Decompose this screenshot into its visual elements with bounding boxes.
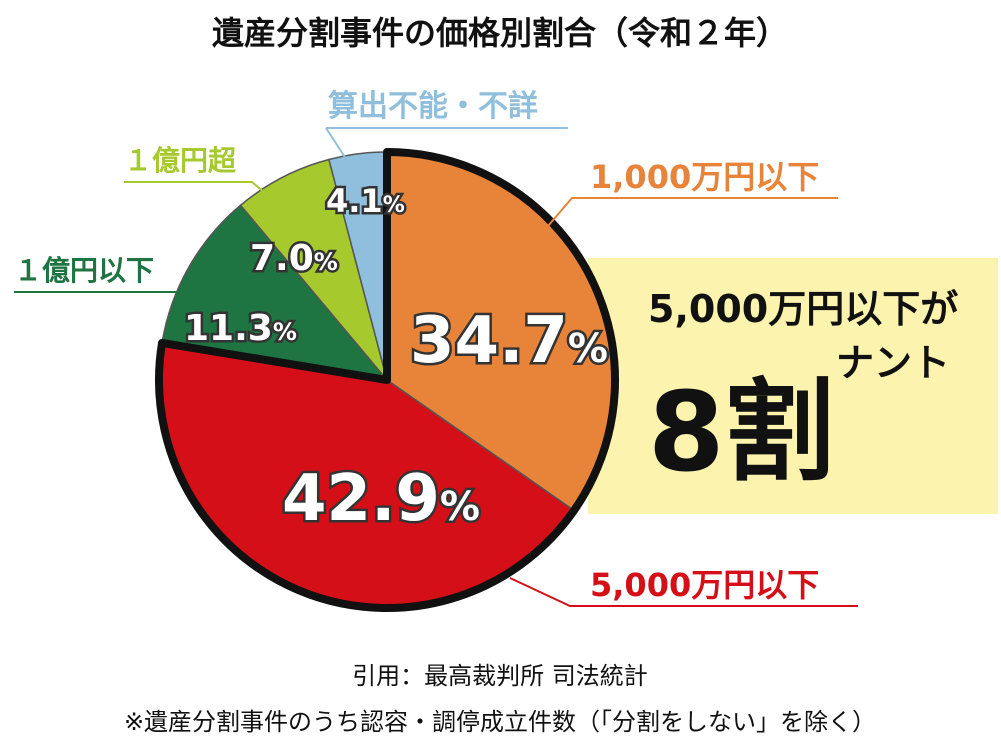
leader-line-1000man [547,197,838,227]
chart-title: 遺産分割事件の価格別割合（令和２年） [212,14,788,52]
svg-text:4.1%: 4.1% [326,182,405,220]
svg-text:34.7%: 34.7% [410,304,608,378]
label-1oku-ika: １億円以下 [14,254,154,287]
callout-big: 8割 [648,368,835,496]
svg-text:11.3%: 11.3% [184,308,297,349]
callout-line1: 5,000万円以下が [648,287,958,331]
pct-label-5000man: 42.9% [280,460,483,539]
svg-text:42.9%: 42.9% [282,462,480,536]
pie-slices [158,151,616,609]
callout-box [588,258,998,514]
leader-line-1oku-ika [14,291,197,307]
svg-text:7.0%: 7.0% [250,238,338,279]
label-5000man: 5,000万円以下 [590,566,819,604]
pct-label-1oku-cho: 7.0% [248,236,341,282]
pie-slice-2 [161,204,389,382]
pct-label-fumei: 4.1% [324,180,408,223]
label-1oku-cho: １億円超 [124,144,237,177]
source-text: 引用：最高裁判所 司法統計 [352,662,648,690]
callout-line2: ナント [836,341,950,385]
pct-label-1000man: 34.7% [408,302,611,381]
leader-line-fumei-2 [325,127,353,169]
pct-label-1oku-ika: 11.3% [182,306,300,352]
highlight-outline [155,148,619,612]
note-text: ※遺産分割事件のうち認容・調停成立件数（「分割をしない」を除く） [124,708,876,736]
leader-line-5000man [509,577,858,607]
label-1000man: 1,000万円以下 [590,158,819,196]
label-fumei: 算出不能・不詳 [328,89,538,124]
leader-line-1oku-cho [124,181,267,195]
